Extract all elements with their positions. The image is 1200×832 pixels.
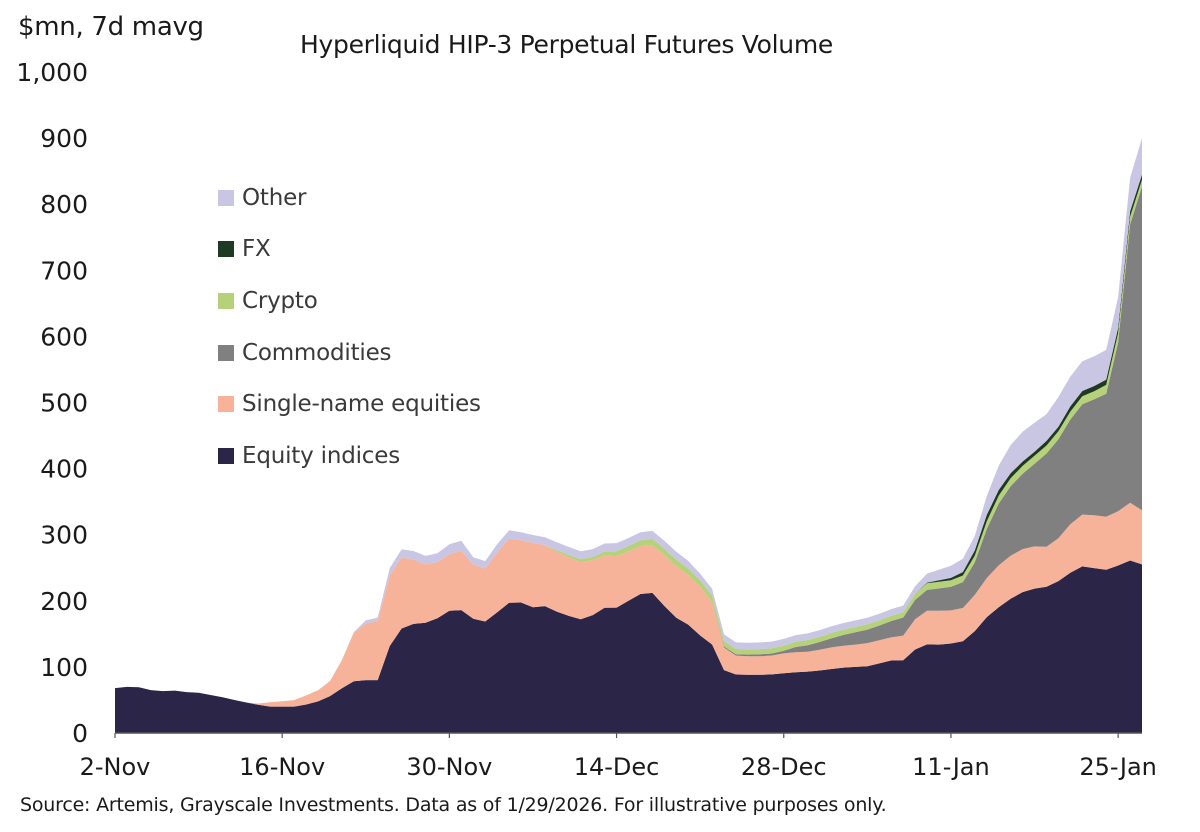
- area-equity-indices: [115, 560, 1142, 733]
- y-tick-label: 0: [72, 719, 88, 748]
- legend-item-other: Other: [218, 172, 481, 224]
- legend-item-equity-indices: Equity indices: [218, 430, 481, 482]
- stacked-areas: [115, 138, 1142, 733]
- legend-swatch-commodities: [218, 344, 234, 361]
- y-tick-label: 600: [40, 322, 88, 351]
- y-axis-label: $mn, 7d mavg: [18, 12, 204, 42]
- x-tick-label: 16-Nov: [239, 753, 325, 781]
- x-tick-label: 14-Dec: [574, 753, 660, 781]
- area-single-name-equities: [115, 502, 1142, 707]
- x-tick-label: 30-Nov: [406, 753, 492, 781]
- legend-item-single-name-equities: Single-name equities: [218, 378, 481, 430]
- legend-label-single-name-equities: Single-name equities: [242, 391, 481, 418]
- legend-label-commodities: Commodities: [242, 339, 392, 366]
- y-tick-label: 500: [40, 389, 88, 418]
- y-tick-label: 700: [40, 256, 88, 285]
- legend: Other FX Crypto Commodities Single-name …: [218, 172, 481, 482]
- legend-label-other: Other: [242, 184, 307, 211]
- x-tick-label: 11-Jan: [912, 753, 990, 781]
- legend-swatch-equity-indices: [218, 447, 234, 464]
- y-tick-label: 300: [40, 521, 88, 550]
- y-tick-label: 800: [40, 190, 88, 219]
- legend-item-crypto: Crypto: [218, 275, 481, 327]
- legend-item-fx: FX: [218, 224, 481, 276]
- chart-title: Hyperliquid HIP-3 Perpetual Futures Volu…: [300, 30, 833, 59]
- y-tick-label: 100: [40, 653, 88, 682]
- y-tick-label: 400: [40, 455, 88, 484]
- x-tick-label: 2-Nov: [80, 753, 151, 781]
- legend-item-commodities: Commodities: [218, 327, 481, 379]
- legend-swatch-single-name-equities: [218, 396, 234, 413]
- legend-swatch-fx: [218, 241, 234, 258]
- y-tick-label: 900: [40, 124, 88, 153]
- legend-swatch-crypto: [218, 292, 234, 309]
- legend-label-crypto: Crypto: [242, 287, 318, 314]
- y-tick-label: 1,000: [16, 58, 88, 87]
- y-axis: 0 100 200 300 400 500 600 700 800 900 1,000: [16, 58, 88, 748]
- x-tick-label: 28-Dec: [741, 753, 827, 781]
- source-note: Source: Artemis, Grayscale Investments. …: [20, 794, 887, 816]
- x-tick-label: 25-Jan: [1079, 753, 1157, 781]
- legend-label-fx: FX: [242, 236, 271, 263]
- legend-swatch-other: [218, 189, 234, 206]
- x-axis: 2-Nov 16-Nov 30-Nov 14-Dec 28-Dec 11-Jan 25-Ja…: [80, 733, 1157, 781]
- y-tick-label: 200: [40, 587, 88, 616]
- legend-label-equity-indices: Equity indices: [242, 442, 400, 469]
